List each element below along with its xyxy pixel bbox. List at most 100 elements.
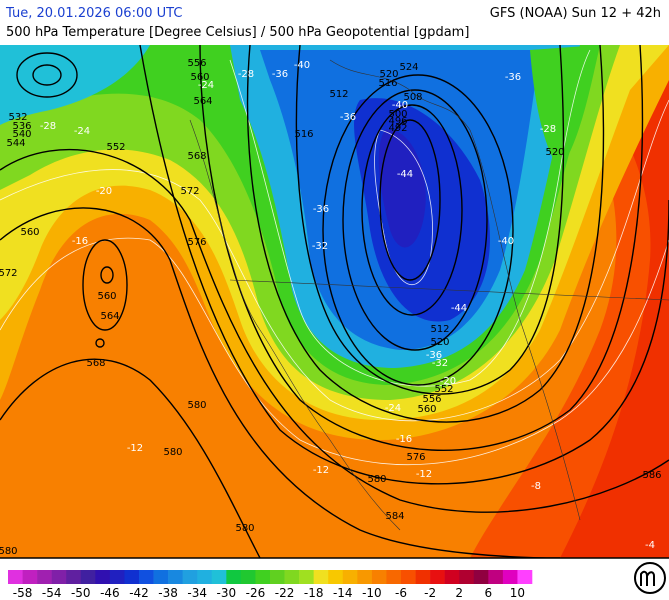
colorbar-swatch	[328, 570, 344, 584]
contour-label: 556	[187, 58, 206, 69]
temperature-label: -16	[72, 236, 88, 247]
colorbar-label: 6	[485, 586, 493, 600]
colorbar-swatch	[197, 570, 213, 584]
colorbar-swatch	[22, 570, 38, 584]
temperature-label: -40	[498, 236, 514, 247]
colorbar-swatch	[124, 570, 140, 584]
colorbar-swatch	[240, 570, 256, 584]
map-labels: 5565605645685725765605725605645685805805…	[0, 58, 662, 557]
contour-label: 580	[163, 447, 182, 458]
contour-label: 520	[379, 69, 398, 80]
contour-label: 580	[367, 474, 386, 485]
colorbar-swatch	[80, 570, 96, 584]
colorbar-label: -26	[246, 586, 266, 600]
colorbar-label: -30	[217, 586, 237, 600]
colorbar-label: 10	[510, 586, 525, 600]
contour-label: 516	[378, 78, 397, 89]
contour-label: 544	[6, 138, 25, 149]
temperature-label: -36	[272, 69, 288, 80]
contour-label: 500	[388, 109, 407, 120]
colorbar-swatch	[517, 570, 533, 584]
contour-label: 564	[193, 96, 212, 107]
temperature-label: -36	[505, 72, 521, 83]
contour-label: 552	[434, 384, 453, 395]
temperature-label: -40	[294, 60, 310, 71]
contour-label: 560	[20, 227, 39, 238]
colorbar-swatch	[153, 570, 169, 584]
temperature-label: -20	[440, 376, 456, 387]
temperature-label: -28	[40, 121, 56, 132]
temperature-label: -32	[432, 358, 448, 369]
temperature-label: -44	[397, 169, 413, 180]
colorbar-swatch	[357, 570, 373, 584]
colorbar-swatch	[401, 570, 416, 584]
colorbar-swatch	[270, 570, 285, 584]
contour-label: 576	[406, 452, 425, 463]
colorbar-swatch	[313, 570, 329, 584]
colorbar-swatch	[211, 570, 227, 584]
colorbar-label: -58	[13, 586, 33, 600]
contour-label: 572	[180, 186, 199, 197]
colorbar-label: -22	[275, 586, 295, 600]
colorbar-swatch	[255, 570, 271, 584]
colorbar-swatch	[342, 570, 358, 584]
temperature-label: -36	[313, 204, 329, 215]
colorbar-swatch	[299, 570, 314, 584]
contour-label: 572	[0, 268, 18, 279]
colorbar-label: 2	[455, 586, 463, 600]
colorbar-label: -6	[395, 586, 407, 600]
contour-label: 492	[388, 123, 407, 134]
contour-label: 560	[417, 404, 436, 415]
colorbar-label: -46	[100, 586, 120, 600]
contour-label: 560	[97, 291, 116, 302]
colorbar-swatch	[502, 570, 518, 584]
colorbar-label: -38	[158, 586, 178, 600]
temperature-label: -12	[127, 443, 143, 454]
contour-label: 568	[86, 358, 105, 369]
colorbar-swatch	[139, 570, 154, 584]
temperature-isolines	[0, 49, 669, 466]
temperature-label: -40	[392, 100, 408, 111]
contour-label: 556	[422, 394, 441, 405]
logo	[634, 562, 666, 594]
temperature-label: -28	[238, 69, 254, 80]
contour-label: 580	[0, 546, 18, 557]
contour-label: 512	[329, 89, 348, 100]
contour-label: 576	[187, 237, 206, 248]
colorbar-label: -10	[362, 586, 382, 600]
temperature-label: -28	[540, 124, 556, 135]
colorbar-swatch	[226, 570, 242, 584]
colorbar-swatch	[66, 570, 82, 584]
colorbar-label: -54	[42, 586, 62, 600]
colorbar-swatch	[386, 570, 402, 584]
datetime: Tue, 20.01.2026 06:00 UTC	[6, 6, 183, 21]
colorbar-swatch	[168, 570, 183, 584]
colorbar-swatch	[109, 570, 125, 584]
contour-label: 532	[8, 112, 27, 123]
contour-label: 580	[235, 523, 254, 534]
colorbar-label: -18	[304, 586, 324, 600]
colorbar: -58 -54 -50 -46 -42 -38 -34 -30 -26 -22 -18 -14 -10-…	[8, 570, 533, 600]
colorbar-swatch	[8, 570, 23, 584]
contour-label: 520	[430, 337, 449, 348]
contour-label: 560	[190, 72, 209, 83]
temperature-label: -24	[385, 403, 401, 414]
colorbar-swatch	[430, 570, 445, 584]
temperature-label: -20	[96, 186, 112, 197]
contour-label: 564	[100, 311, 119, 322]
contour-label: 524	[399, 62, 418, 73]
temperature-label: -32	[312, 241, 328, 252]
model-run: GFS (NOAA) Sun 12 + 42h	[489, 6, 661, 21]
geopotential-contours	[0, 45, 669, 558]
temperature-label: -36	[426, 350, 442, 361]
temperature-label: -24	[198, 80, 214, 91]
contour-label: 536	[12, 121, 31, 132]
colorbar-label: -2	[424, 586, 436, 600]
contour-label: 496	[388, 116, 407, 127]
colorbar-swatch	[371, 570, 387, 584]
contour-label: 540	[12, 129, 31, 140]
temperature-label: -8	[531, 481, 541, 492]
contour-label: 520	[545, 147, 564, 158]
